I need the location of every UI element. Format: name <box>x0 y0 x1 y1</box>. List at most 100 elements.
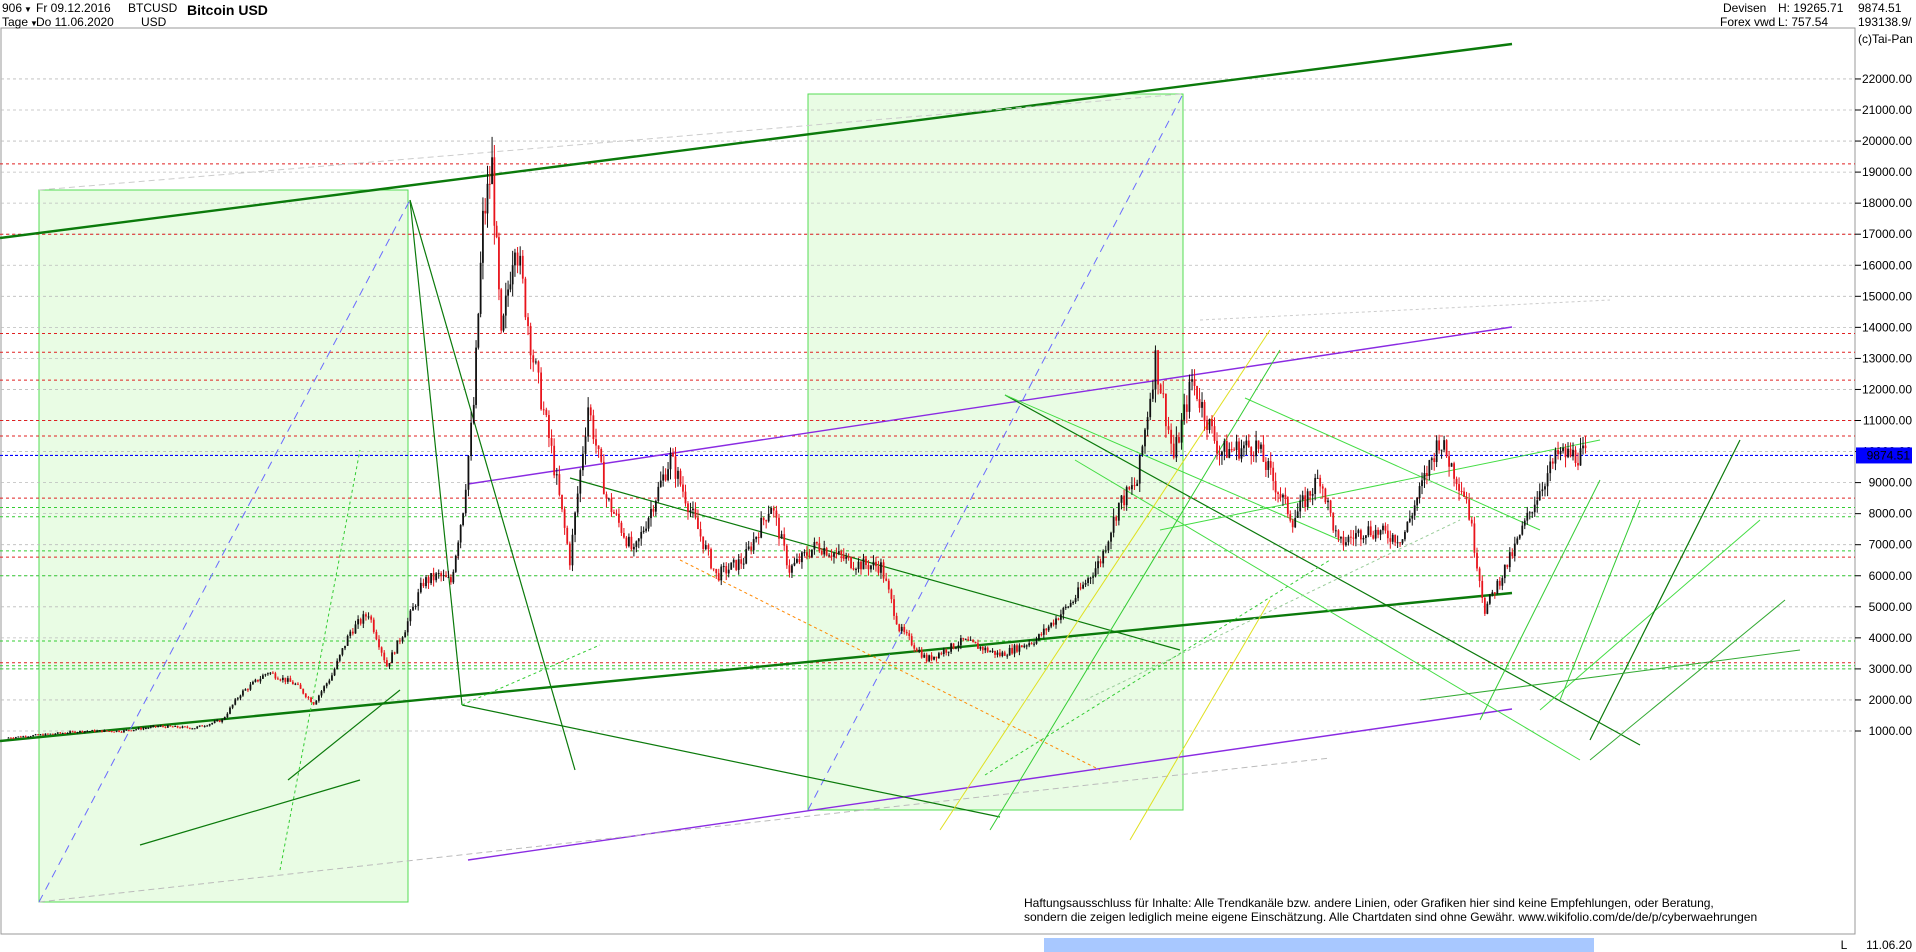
candle-body <box>1151 389 1154 399</box>
candle-body <box>1257 440 1260 449</box>
candle-body <box>440 573 443 577</box>
candle-body <box>1047 626 1050 631</box>
candle-body <box>1533 504 1536 513</box>
candle-body <box>847 556 850 558</box>
candle-body <box>495 225 498 238</box>
candle-body <box>1223 441 1226 452</box>
candle-body <box>955 647 957 649</box>
candle-body <box>10 737 12 739</box>
candle-body <box>331 675 333 681</box>
candle-body <box>1213 426 1216 441</box>
candle-body <box>1131 485 1133 490</box>
candle-body <box>1178 437 1180 443</box>
candle-body <box>910 636 913 646</box>
candle-body <box>895 615 898 625</box>
candle-body <box>1513 543 1516 557</box>
candle-body <box>1198 399 1201 408</box>
candle-body <box>370 616 373 620</box>
candle-body <box>445 575 447 578</box>
candle-body <box>780 534 783 539</box>
candle-body <box>1294 517 1297 528</box>
candle-body <box>93 730 96 732</box>
candle-body <box>775 510 778 518</box>
candle-body <box>996 652 999 655</box>
candle-body <box>1357 530 1360 534</box>
candle-body <box>346 635 349 646</box>
candle-body <box>1503 564 1506 579</box>
chart-title: Bitcoin USD <box>187 2 268 18</box>
candle-body <box>579 470 582 494</box>
candle-body <box>1102 550 1105 564</box>
candle-body <box>484 210 487 214</box>
candle-body <box>923 654 926 658</box>
candle-body <box>276 678 279 680</box>
candle-body <box>375 631 378 640</box>
candle-body <box>882 562 885 579</box>
candle-body <box>86 731 89 733</box>
candle-body <box>130 730 133 732</box>
y-tick-label: 6000.00 <box>1869 569 1913 583</box>
candle-body <box>521 255 524 279</box>
candle-body <box>1569 448 1572 457</box>
candle-body <box>49 733 52 735</box>
candle-body <box>1516 538 1519 544</box>
candle-body <box>625 537 628 547</box>
candle-body <box>1443 440 1445 450</box>
candle-body <box>59 732 62 734</box>
candle-body <box>1411 515 1414 519</box>
candle-body <box>608 498 610 500</box>
candle-body <box>452 571 455 583</box>
candle-body <box>816 542 818 544</box>
candle-body <box>984 647 987 651</box>
candle-body <box>637 538 640 542</box>
candle-body <box>1079 587 1082 589</box>
chevron-down-icon[interactable]: ▼ <box>30 19 38 28</box>
candle-body <box>694 508 697 518</box>
y-tick-label: 20000.00 <box>1862 134 1912 148</box>
candle-body <box>22 736 25 738</box>
candle-body <box>198 725 201 727</box>
candle-body <box>482 210 484 263</box>
trend-line <box>1539 519 1761 711</box>
candle-body <box>186 726 189 728</box>
period-selector[interactable]: Tage ▼ <box>2 15 38 29</box>
trend-line <box>1004 394 1641 746</box>
candle-body <box>1023 645 1026 648</box>
candle-body <box>1030 643 1033 645</box>
candle-body <box>548 415 550 439</box>
candle-body <box>154 725 157 727</box>
trend-line <box>1479 479 1601 721</box>
candle-body <box>566 527 569 544</box>
chevron-down-icon[interactable]: ▼ <box>24 5 32 14</box>
candle-body <box>213 721 216 723</box>
candle-body <box>1455 478 1458 485</box>
candle-body <box>1483 597 1486 614</box>
candle-body <box>999 652 1001 656</box>
candle-body <box>791 565 793 573</box>
candle-body <box>516 252 519 266</box>
candle-body <box>244 689 247 691</box>
candle-body <box>1332 512 1335 531</box>
candle-body <box>231 704 234 708</box>
candle-body <box>1468 499 1471 520</box>
candle-body <box>76 732 79 734</box>
candle-body <box>1536 500 1539 505</box>
candle-body <box>1360 530 1362 540</box>
scale-mode-label[interactable]: L <box>1841 938 1848 952</box>
candle-body <box>1193 379 1196 386</box>
trend-line <box>409 199 576 771</box>
y-tick-label: 17000.00 <box>1862 227 1912 241</box>
candle-body <box>1319 477 1322 487</box>
candle-body <box>755 536 758 540</box>
candle-body <box>372 619 375 632</box>
candle-body <box>1025 645 1028 647</box>
candle-body <box>1087 578 1089 583</box>
candle-body <box>472 404 475 423</box>
candle-body <box>1559 450 1562 455</box>
candle-body <box>422 582 425 587</box>
axis-selection-band[interactable] <box>1044 938 1594 952</box>
candle-body <box>842 554 845 559</box>
interval-selector[interactable]: 906 ▼ <box>2 1 32 15</box>
candle-body <box>537 361 540 373</box>
